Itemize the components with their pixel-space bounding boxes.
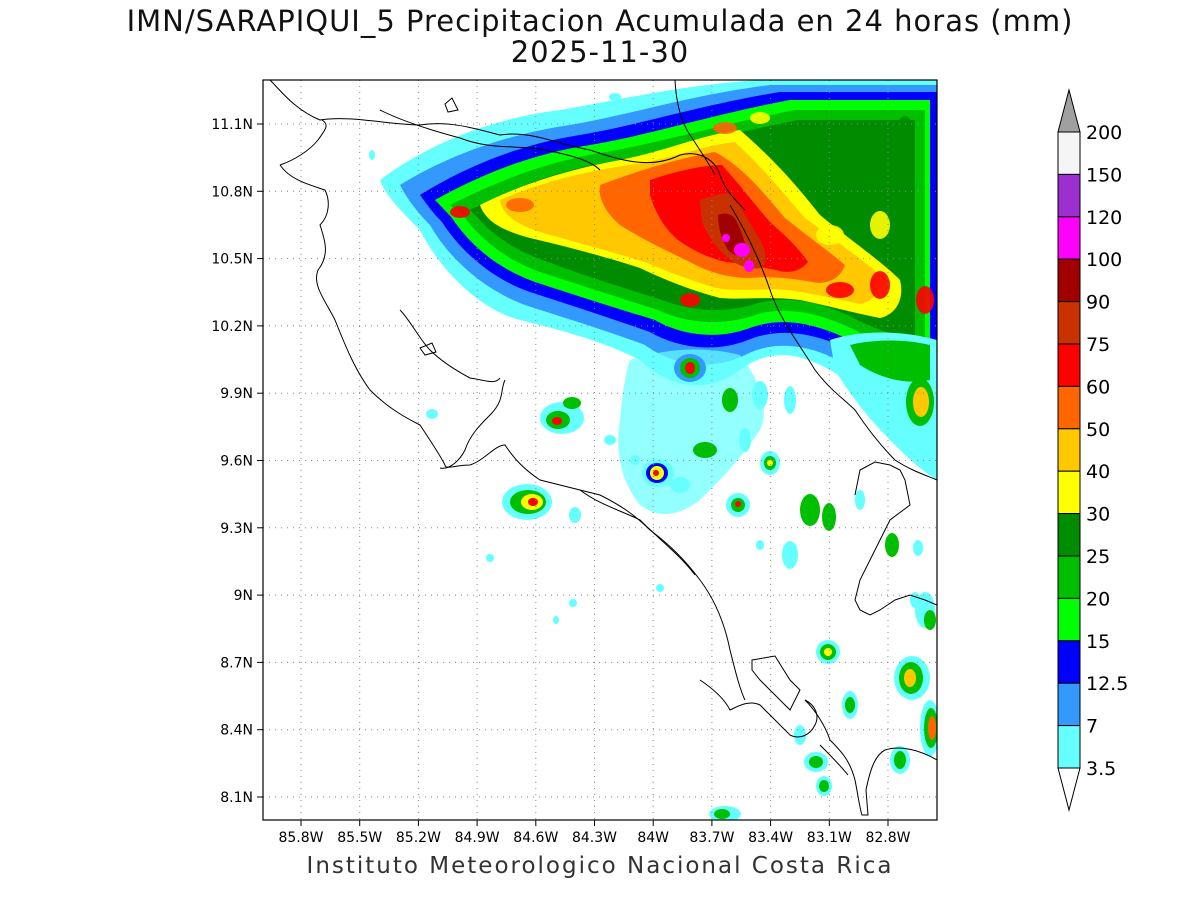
lat-tick-label: 9.9N [220, 386, 253, 402]
legend-level-label: 100 [1086, 249, 1122, 271]
legend-level-label: 40 [1086, 461, 1110, 483]
precip-band-northeast [830, 332, 937, 480]
lon-tick-label: 83.1W [807, 830, 852, 846]
legend-swatch [1057, 343, 1081, 387]
lat-tick-label: 8.4N [220, 723, 253, 739]
lat-tick-label: 8.1N [220, 790, 253, 806]
lat-tick-label: 8.7N [220, 655, 253, 671]
legend-swatch [1057, 301, 1081, 345]
lat-tick-label: 10.2N [211, 319, 253, 335]
map-frame [262, 79, 938, 821]
legend-swatch [1057, 513, 1081, 557]
lon-tick-label: 84.6W [513, 830, 558, 846]
lon-tick-label: 83.7W [689, 830, 734, 846]
precip-band-north [380, 80, 937, 470]
precipitation-field [369, 80, 937, 820]
lat-tick-label: 9.6N [220, 454, 253, 470]
lat-tick-label: 9.3N [220, 521, 253, 537]
lon-tick-label: 84.9W [455, 830, 500, 846]
legend-swatch [1057, 725, 1081, 769]
lon-tick-label: 82.8W [865, 830, 910, 846]
lat-tick-label: 10.8N [211, 184, 253, 200]
legend-level-label: 50 [1086, 419, 1110, 441]
legend-level-label: 12.5 [1086, 673, 1128, 695]
legend-swatch [1057, 597, 1081, 642]
legend-swatch [1057, 470, 1081, 515]
legend-level-label: 60 [1086, 376, 1110, 398]
latitude-axis: 11.1N 10.8N 10.5N 10.2N 9.9N 9.6N 9.3N 9N 8.7N 8.… [211, 117, 263, 806]
map-gridlines [263, 80, 937, 820]
legend-swatch [1057, 216, 1081, 260]
longitude-axis: 85.8W 85.5W 85.2W 84.9W 84.6W 84.3W 84W 83.7W 83… [278, 820, 911, 846]
legend-level-label: 25 [1086, 546, 1110, 568]
lon-tick-label: 85.2W [396, 830, 441, 846]
lon-tick-label: 84.3W [572, 830, 617, 846]
lat-tick-label: 10.5N [211, 252, 253, 268]
chart-date: 2025-11-30 [510, 35, 690, 69]
legend-level-label: 20 [1086, 588, 1110, 610]
legend-swatch [1057, 173, 1081, 218]
legend-swatch [1057, 258, 1081, 303]
legend-level-label: 7 [1086, 716, 1098, 738]
legend-under-arrow [1057, 767, 1081, 812]
legend-level-label: 90 [1086, 292, 1110, 314]
legend-swatch [1057, 682, 1081, 727]
legend-level-label: 120 [1086, 207, 1122, 229]
footer-credit: Instituto Meteorologico Nacional Costa R… [306, 853, 894, 879]
legend-swatch [1057, 555, 1081, 599]
legend-level-label: 150 [1086, 164, 1122, 186]
lon-tick-label: 85.8W [278, 830, 323, 846]
legend-swatch [1057, 385, 1081, 430]
legend-swatch [1057, 428, 1081, 472]
coastlines [269, 80, 937, 816]
legend-level-label: 15 [1086, 631, 1110, 653]
lon-tick-label: 83.4W [748, 830, 793, 846]
legend-level-label: 3.5 [1086, 758, 1116, 780]
legend-swatch [1057, 640, 1081, 684]
precip-cells-central [369, 93, 923, 624]
lat-tick-label: 9N [234, 588, 253, 604]
lon-tick-label: 84W [637, 830, 669, 846]
color-bar-legend: 200 150 120 100 90 75 60 50 40 30 25 20 15 12.5 7 3.5 [1057, 88, 1128, 812]
legend-level-label: 200 [1086, 122, 1122, 144]
legend-swatch [1057, 131, 1081, 175]
legend-over-arrow [1057, 88, 1081, 133]
lat-tick-label: 11.1N [211, 117, 253, 133]
legend-level-label: 30 [1086, 504, 1110, 526]
chart-title: IMN/SARAPIQUI_5 Precipitacion Acumulada … [126, 4, 1074, 38]
lon-tick-label: 85.5W [337, 830, 382, 846]
legend-level-label: 75 [1086, 334, 1110, 356]
